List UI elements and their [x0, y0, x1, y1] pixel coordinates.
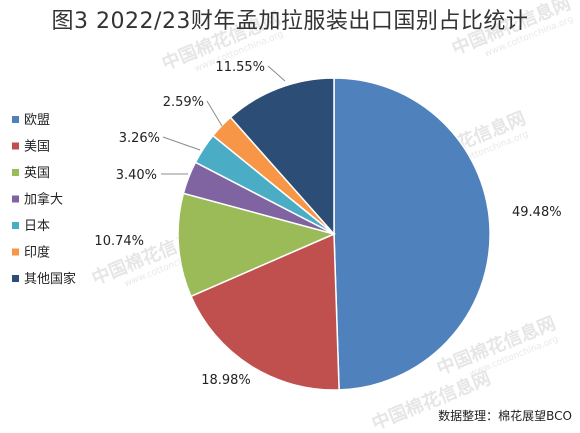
legend-label-6: 印度	[24, 245, 50, 261]
legend-swatch-6	[12, 248, 19, 256]
pie-value-labels: 49.48% 18.98% 10.74% 3.40% 3.26% 2.59% 11.55%	[94, 60, 561, 388]
pie-slice-3	[177, 192, 337, 298]
legend-swatch-2	[12, 142, 19, 150]
slice-value-label-3: 10.74%	[94, 234, 144, 249]
legend-swatch-7	[12, 275, 19, 282]
pie-slice-1	[333, 77, 491, 391]
source-note: 数据整理：棉花展望BCO	[438, 408, 572, 423]
slice-value-label-7: 11.55%	[215, 60, 265, 75]
slice-value-label-6: 2.59%	[163, 95, 204, 110]
legend-swatch-3	[12, 169, 19, 176]
slice-value-label-1: 49.48%	[512, 205, 562, 220]
legend-label-2: 美国	[24, 140, 50, 155]
leader-line-5	[162, 136, 201, 151]
slice-value-label-2: 18.98%	[201, 373, 251, 388]
pie-slice-7	[229, 77, 335, 236]
pie-slices	[177, 77, 491, 391]
legend-swatch-4	[12, 195, 19, 203]
legend-label-1: 欧盟	[24, 113, 50, 128]
legend-label-5: 日本	[24, 219, 50, 234]
legend-swatch-5	[12, 222, 19, 229]
leader-line-7	[267, 65, 286, 82]
legend-swatch-1	[12, 116, 19, 123]
chart-title: 图3 2022/23财年孟加拉服装出口国别占比统计	[52, 9, 529, 34]
legend-label-3: 英国	[24, 166, 50, 181]
pie-slice-2	[190, 232, 340, 391]
legend-label-4: 加拿大	[24, 192, 63, 208]
pie-leader-lines	[161, 65, 286, 175]
legend-label-7: 其他国家	[24, 271, 76, 287]
leader-line-6	[206, 100, 223, 127]
slice-value-label-5: 3.26%	[119, 131, 160, 146]
slice-value-label-4: 3.40%	[116, 168, 157, 183]
